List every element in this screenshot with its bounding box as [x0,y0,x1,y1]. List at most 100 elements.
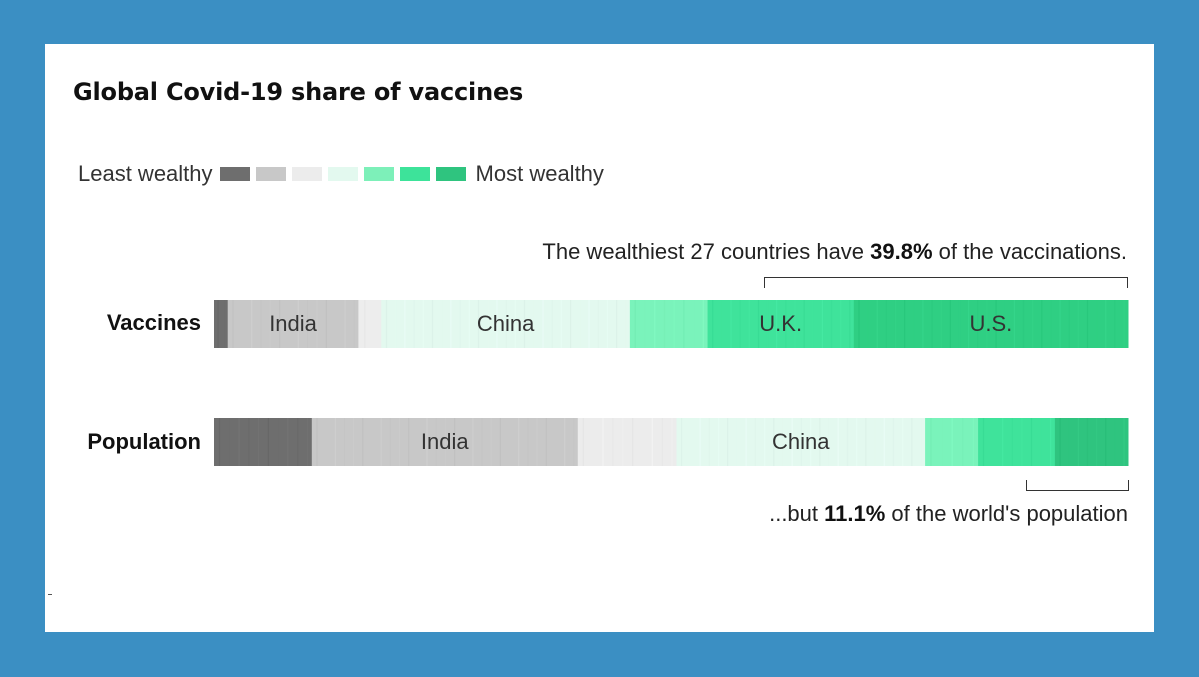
country-stripe [673,300,675,348]
country-stripe [380,418,382,466]
segment-label-china: China [476,311,535,336]
country-stripe [444,418,446,466]
country-stripe [1086,300,1089,348]
country-stripe [830,300,833,348]
top-annotation-prefix: The wealthiest 27 countries have [542,239,871,264]
country-stripe [554,418,557,466]
country-stripe [828,418,830,466]
country-stripe [551,300,553,348]
country-stripe [651,418,654,466]
country-stripe [940,418,943,466]
country-stripe [1002,418,1004,466]
country-stripe [800,418,802,466]
country-stripe [422,300,424,348]
country-stripe [297,300,299,348]
legend-swatches [219,167,472,181]
bar-segment-vaccines-tier-3 [358,300,382,348]
country-stripe [894,300,897,348]
country-stripe [874,418,876,466]
country-stripe [232,300,234,348]
country-stripe [661,418,663,466]
country-stripe [856,418,858,466]
country-stripe [514,300,516,348]
bar-segment-vaccines-tier-7 [853,300,1129,348]
country-stripe [902,418,904,466]
country-stripe [606,300,609,348]
bar-segment-vaccines-tier-6 [707,300,855,348]
country-stripe [1022,300,1025,348]
bottom-annotation-value: 11.1% [824,501,886,526]
country-stripe [846,418,849,466]
country-stripe [821,300,824,348]
country-stripe [217,300,219,348]
country-stripe [782,418,784,466]
country-stripe [258,418,260,466]
country-stripe [334,418,336,466]
country-stripe [496,300,498,348]
country-stripe [487,300,489,348]
stray-mark [48,594,52,595]
country-stripe [920,418,922,466]
country-stripe [582,418,584,466]
country-stripe [431,300,434,348]
country-stripe [712,300,714,348]
country-stripe [995,300,997,348]
country-stripe [325,418,327,466]
country-stripe [408,418,410,466]
country-stripe [1077,418,1079,466]
country-stripe [721,300,723,348]
country-stripe [992,418,994,466]
country-stripe [463,418,465,466]
country-stripe [287,418,289,466]
legend-left-label: Least wealthy [78,161,213,186]
bottom-annotation-suffix: of the world's population [885,501,1128,526]
country-stripe [1105,418,1107,466]
country-stripe [279,300,281,348]
country-stripe [840,300,842,348]
segment-label-us: U.S. [969,311,1013,336]
country-stripe [612,418,614,466]
country-stripe [972,418,975,466]
country-stripe [570,300,572,348]
country-stripe [883,418,885,466]
legend-right-label: Most wealthy [475,161,604,186]
bar-segment-population-tier-3 [577,418,677,466]
country-stripe [1050,418,1052,466]
country-stripe [248,418,250,466]
country-stripe [809,418,812,466]
bar-segment-population-tier-6 [978,418,1056,466]
country-stripe [417,418,419,466]
country-stripe [949,300,951,348]
country-stripe [602,418,604,466]
stacked-bars [214,300,1129,466]
country-stripe [1059,300,1061,348]
country-stripe [865,418,867,466]
country-stripe [1114,300,1116,348]
country-stripe [362,418,364,466]
legend-swatch-4 [327,167,358,181]
country-stripe [325,300,327,348]
country-stripe [288,300,290,348]
country-stripe [785,300,787,348]
legend-swatch-7 [435,167,466,181]
country-stripe [545,418,547,466]
country-stripe [297,418,299,466]
country-stripe [579,300,581,348]
country-stripe [763,418,766,466]
country-stripe [982,418,985,466]
country-stripe [527,418,529,466]
bar-segment-vaccines-tier-2 [227,300,359,348]
country-stripe [699,418,701,466]
country-stripe [951,418,953,466]
country-stripe [224,300,226,348]
country-stripe [911,418,913,466]
country-stripe [597,300,599,348]
country-stripe [867,300,869,348]
country-stripe [819,418,821,466]
country-stripe [267,418,269,466]
country-stripe [730,300,732,348]
country-stripe [632,418,634,466]
segment-label-india: India [420,429,469,454]
top-annotation-suffix: of the vaccinations. [932,239,1127,264]
legend-swatch-1 [219,167,250,181]
